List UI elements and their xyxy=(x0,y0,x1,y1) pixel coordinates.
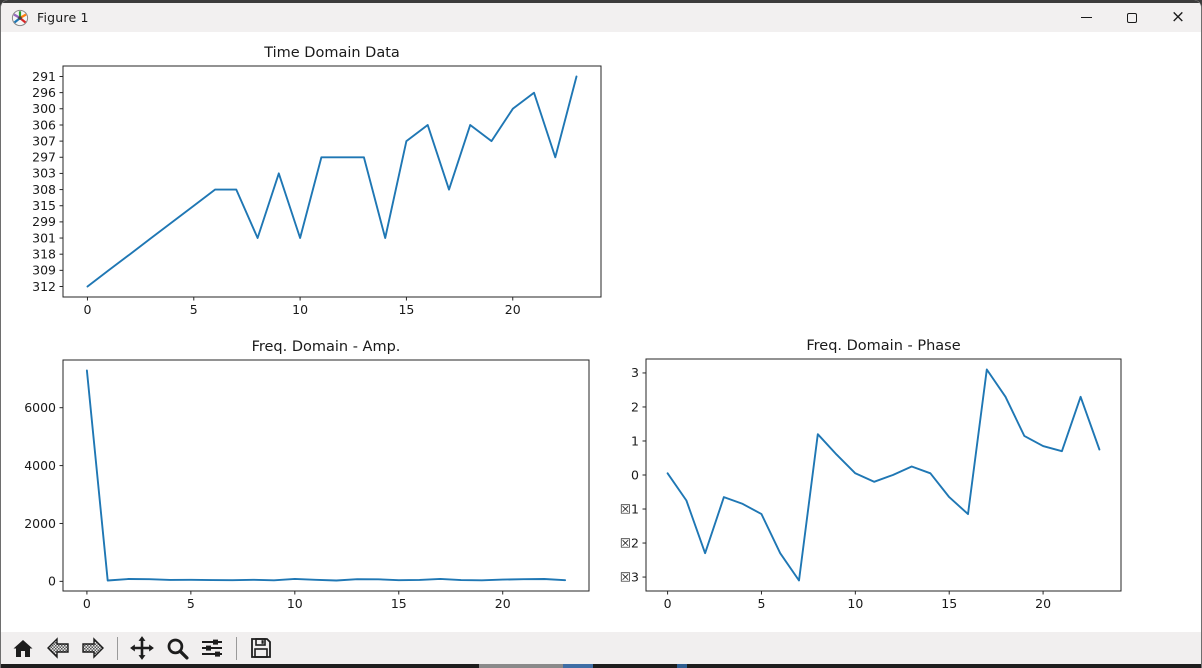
data-line xyxy=(85,369,567,582)
zoom-button[interactable] xyxy=(163,634,191,662)
y-tick-label: 4000 xyxy=(24,458,56,473)
minimize-button[interactable] xyxy=(1063,3,1109,32)
toolbar-separator xyxy=(117,636,118,660)
y-tick-label: 0 xyxy=(631,467,639,482)
title-bar[interactable]: Figure 1 × xyxy=(1,0,1201,32)
x-tick-label: 15 xyxy=(398,302,414,317)
axes-frame xyxy=(645,358,1122,592)
y-tick-label: 297 xyxy=(32,150,56,165)
y-tick-label: 2000 xyxy=(24,516,56,531)
data-line xyxy=(666,368,1101,582)
y-tick-label: 312 xyxy=(32,279,56,294)
y-tick-label: 301 xyxy=(32,230,56,245)
x-tick-label: 10 xyxy=(847,596,863,611)
x-tick-label: 10 xyxy=(292,302,308,317)
y-tick-label: 6000 xyxy=(24,400,56,415)
taskbar-segment xyxy=(677,664,687,668)
y-tick-label: 306 xyxy=(32,117,56,132)
chart-title: Time Domain Data xyxy=(263,45,400,61)
y-tick-label: ☒3 xyxy=(620,569,639,584)
y-tick-label: 309 xyxy=(32,263,56,278)
close-button[interactable]: × xyxy=(1155,3,1201,32)
y-tick-label: 307 xyxy=(32,133,56,148)
x-tick-label: 20 xyxy=(505,302,521,317)
x-tick-label: 0 xyxy=(83,596,91,611)
x-tick-label: 5 xyxy=(757,596,765,611)
minimize-icon xyxy=(1080,17,1092,18)
data-line xyxy=(86,75,578,288)
forward-button[interactable] xyxy=(79,634,107,662)
x-tick-label: 20 xyxy=(495,596,511,611)
navigation-toolbar xyxy=(1,632,1201,664)
maximize-icon xyxy=(1127,12,1137,23)
freq-amp-chart[interactable]: Freq. Domain - Amp. 0 5 10 15 20 0 2000 4000 6000 xyxy=(24,339,590,611)
taskbar-segment xyxy=(563,664,593,668)
axes-frame xyxy=(62,65,602,298)
x-tick-label: 15 xyxy=(391,596,407,611)
y-tick-label: 315 xyxy=(32,198,56,213)
back-button[interactable] xyxy=(44,634,72,662)
x-tick-label: 0 xyxy=(83,302,91,317)
y-tick-label: 299 xyxy=(32,214,56,229)
y-tick-label: 296 xyxy=(32,85,56,100)
x-tick-label: 20 xyxy=(1035,596,1051,611)
back-arrow-icon xyxy=(47,637,69,659)
close-icon: × xyxy=(1170,7,1186,27)
home-icon xyxy=(13,640,33,657)
pan-button[interactable] xyxy=(128,634,156,662)
x-tick-label: 15 xyxy=(941,596,957,611)
subplots-button[interactable] xyxy=(198,634,226,662)
y-tick-label: 1 xyxy=(631,433,639,448)
y-tick-label: 308 xyxy=(32,182,56,197)
x-tick-label: 0 xyxy=(664,596,672,611)
y-tick-label: ☒2 xyxy=(620,535,639,550)
pan-icon xyxy=(130,636,154,660)
subplots-sliders-icon xyxy=(202,639,222,657)
y-tick-label: 291 xyxy=(32,69,56,84)
matplotlib-icon xyxy=(11,9,29,26)
x-tick-label: 5 xyxy=(187,596,195,611)
window-title: Figure 1 xyxy=(37,10,89,25)
y-tick-label: 0 xyxy=(48,574,56,589)
y-tick-label: 2 xyxy=(631,399,639,414)
zoom-icon xyxy=(167,638,189,660)
forward-arrow-icon xyxy=(82,637,104,659)
y-tick-label: 303 xyxy=(32,166,56,181)
y-tick-label: 300 xyxy=(32,101,56,116)
x-tick-label: 10 xyxy=(287,596,303,611)
taskbar-edge[interactable] xyxy=(1,664,1201,668)
home-button[interactable] xyxy=(9,634,37,662)
maximize-button[interactable] xyxy=(1109,3,1155,32)
y-tick-label: 318 xyxy=(32,246,56,261)
axes-frame xyxy=(62,359,590,592)
taskbar-segment xyxy=(479,664,563,668)
toolbar-separator xyxy=(236,636,237,660)
save-button[interactable] xyxy=(247,634,275,662)
figure-canvas[interactable]: Time Domain Data 0 5 10 15 20 312 309 318 301 299 3… xyxy=(1,32,1202,632)
y-tick-label: 3 xyxy=(631,365,639,380)
y-tick-label: ☒1 xyxy=(620,501,639,516)
chart-title: Freq. Domain - Amp. xyxy=(252,339,401,355)
x-tick-label: 5 xyxy=(190,302,198,317)
chart-title: Freq. Domain - Phase xyxy=(806,338,960,354)
save-floppy-icon xyxy=(251,638,271,658)
